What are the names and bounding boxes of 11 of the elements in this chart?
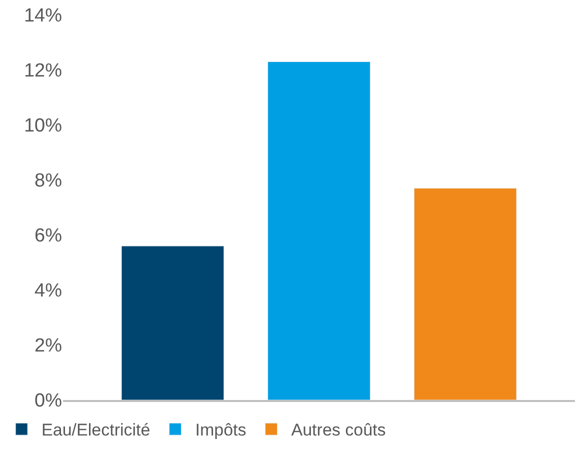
y-tick-label: 6%: [34, 226, 62, 247]
y-tick-label: 10%: [24, 116, 62, 137]
legend-label: Autres coûts: [291, 420, 386, 440]
y-tick-label: 14%: [24, 6, 62, 27]
y-tick-label: 8%: [34, 170, 62, 192]
y-tick-label: 0%: [34, 390, 62, 412]
y-tick-label: 12%: [24, 60, 62, 82]
y-tick-label: 4%: [34, 280, 62, 302]
legend-label: Eau/Electricité: [42, 420, 150, 440]
y-tick-label: 2%: [34, 336, 62, 357]
legend-label: Impôts: [195, 420, 246, 440]
